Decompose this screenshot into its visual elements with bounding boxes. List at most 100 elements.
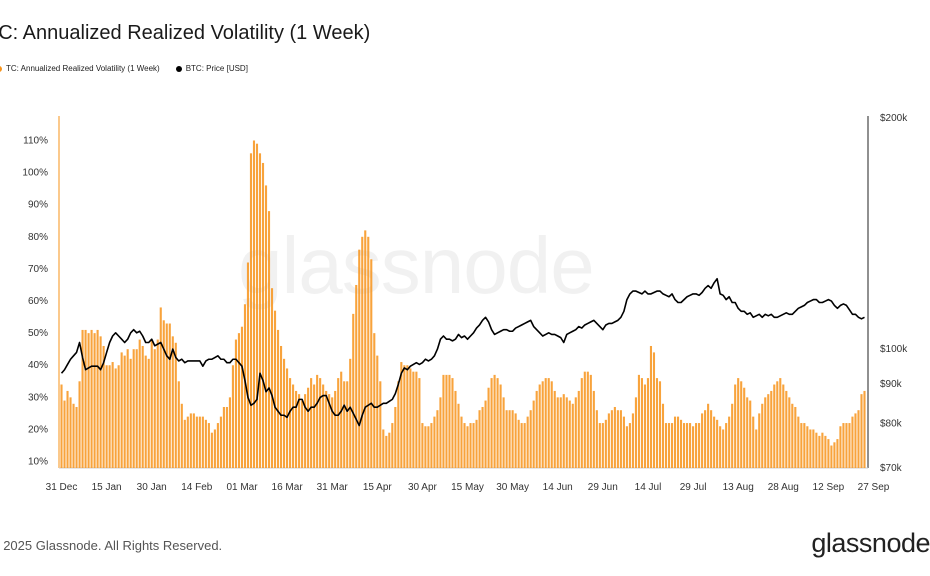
volatility-bar bbox=[538, 384, 541, 468]
volatility-bar bbox=[132, 349, 135, 468]
volatility-bar bbox=[349, 358, 352, 468]
x-axis-tick-label: 29 Jul bbox=[680, 482, 707, 493]
volatility-bar bbox=[628, 423, 631, 468]
volatility-bar bbox=[114, 368, 117, 468]
volatility-bar bbox=[556, 397, 559, 468]
volatility-bar bbox=[159, 307, 162, 468]
chart-title: TC: Annualized Realized Volatility (1 We… bbox=[0, 22, 371, 44]
volatility-bar bbox=[243, 304, 247, 468]
volatility-bar bbox=[803, 423, 806, 468]
volatility-bar bbox=[613, 406, 616, 468]
volatility-bar bbox=[658, 381, 662, 468]
x-axis-tick-label: 12 Sep bbox=[813, 482, 845, 493]
volatility-bar bbox=[204, 419, 207, 468]
volatility-bar bbox=[529, 410, 532, 468]
x-axis-tick-label: 29 Jun bbox=[588, 482, 618, 493]
volatility-bar bbox=[779, 378, 782, 468]
volatility-bar bbox=[692, 426, 695, 468]
volatility-bar bbox=[487, 387, 490, 468]
volatility-bar bbox=[261, 162, 265, 468]
volatility-bar bbox=[66, 390, 69, 468]
x-axis-tick-label: 30 Jan bbox=[137, 482, 167, 493]
volatility-bar bbox=[652, 352, 656, 468]
volatility-bar bbox=[319, 378, 322, 468]
volatility-bar bbox=[391, 423, 394, 468]
volatility-bar bbox=[90, 329, 93, 468]
volatility-bar bbox=[770, 390, 773, 468]
volatility-bar bbox=[192, 413, 195, 468]
brand-logo: glassnode bbox=[811, 528, 930, 558]
volatility-bar bbox=[463, 423, 466, 468]
right-axis-tick-label: $70k bbox=[880, 463, 903, 474]
volatility-bar bbox=[797, 416, 800, 468]
volatility-bar bbox=[664, 423, 668, 468]
volatility-bar bbox=[758, 413, 761, 468]
legend-item-price[interactable]: BTC: Price [USD] bbox=[175, 64, 248, 73]
volatility-bar bbox=[388, 432, 391, 468]
volatility-bar bbox=[451, 378, 454, 468]
volatility-bar bbox=[255, 143, 259, 468]
volatility-bar bbox=[514, 413, 517, 468]
x-axis-tick-label: 15 May bbox=[451, 482, 484, 493]
right-axis-tick-label: $200k bbox=[880, 113, 908, 124]
volatility-bar bbox=[737, 378, 740, 468]
volatility-bar bbox=[845, 423, 848, 468]
volatility-bar bbox=[836, 439, 839, 468]
volatility-bar bbox=[295, 390, 298, 468]
volatility-bar bbox=[523, 423, 526, 468]
volatility-bar bbox=[108, 365, 111, 468]
volatility-bar bbox=[454, 390, 457, 468]
volatility-bar bbox=[439, 397, 442, 468]
left-axis-tick-label: 40% bbox=[28, 360, 48, 371]
x-axis-tick-label: 13 Aug bbox=[723, 482, 754, 493]
volatility-bar bbox=[649, 345, 653, 468]
volatility-bar bbox=[361, 236, 364, 468]
volatility-bar bbox=[189, 413, 192, 468]
volatility-bar bbox=[165, 323, 168, 468]
volatility-bar bbox=[806, 426, 809, 468]
volatility-bar bbox=[367, 236, 370, 468]
volatility-bar bbox=[234, 339, 237, 468]
volatility-bar bbox=[337, 378, 340, 468]
volatility-bar bbox=[502, 397, 505, 468]
volatility-bar bbox=[222, 406, 225, 468]
volatility-bar bbox=[490, 378, 493, 468]
volatility-bar bbox=[583, 371, 586, 468]
volatility-bar bbox=[397, 381, 400, 468]
volatility-bar bbox=[547, 378, 550, 468]
volatility-bar bbox=[625, 426, 628, 468]
volatility-bar bbox=[237, 333, 240, 468]
volatility-bar bbox=[535, 390, 538, 468]
volatility-bar bbox=[225, 406, 228, 468]
volatility-bar bbox=[301, 400, 304, 468]
legend-item-volatility[interactable]: TC: Annualized Realized Volatility (1 We… bbox=[0, 64, 160, 73]
volatility-bar bbox=[153, 349, 156, 468]
price-line bbox=[60, 277, 865, 427]
volatility-bar bbox=[264, 185, 268, 468]
volatility-bar bbox=[210, 432, 213, 468]
volatility-bar bbox=[355, 284, 358, 468]
volatility-bar bbox=[475, 419, 478, 468]
volatility-bar bbox=[640, 378, 643, 468]
copyright-text: 2025 Glassnode. All Rights Reserved. bbox=[3, 538, 223, 553]
volatility-bar bbox=[725, 423, 728, 468]
left-axis-tick-label: 20% bbox=[28, 424, 48, 435]
volatility-bar bbox=[373, 333, 376, 468]
volatility-bar bbox=[773, 384, 776, 468]
volatility-bar bbox=[469, 423, 472, 468]
volatility-bar bbox=[174, 342, 177, 468]
volatility-bar bbox=[276, 329, 280, 468]
volatility-bar bbox=[69, 397, 72, 468]
volatility-bar bbox=[421, 423, 424, 468]
volatility-bar bbox=[683, 423, 686, 468]
volatility-bar bbox=[249, 153, 253, 468]
volatility-bar bbox=[833, 442, 836, 468]
volatility-bar bbox=[505, 410, 508, 468]
volatility-bar bbox=[719, 426, 722, 468]
left-axis-tick-label: 90% bbox=[28, 200, 48, 211]
volatility-bar bbox=[129, 358, 132, 468]
volatility-bar bbox=[394, 406, 397, 468]
volatility-bar bbox=[424, 426, 427, 468]
volatility-bar bbox=[571, 403, 574, 468]
volatility-bar bbox=[580, 378, 583, 468]
